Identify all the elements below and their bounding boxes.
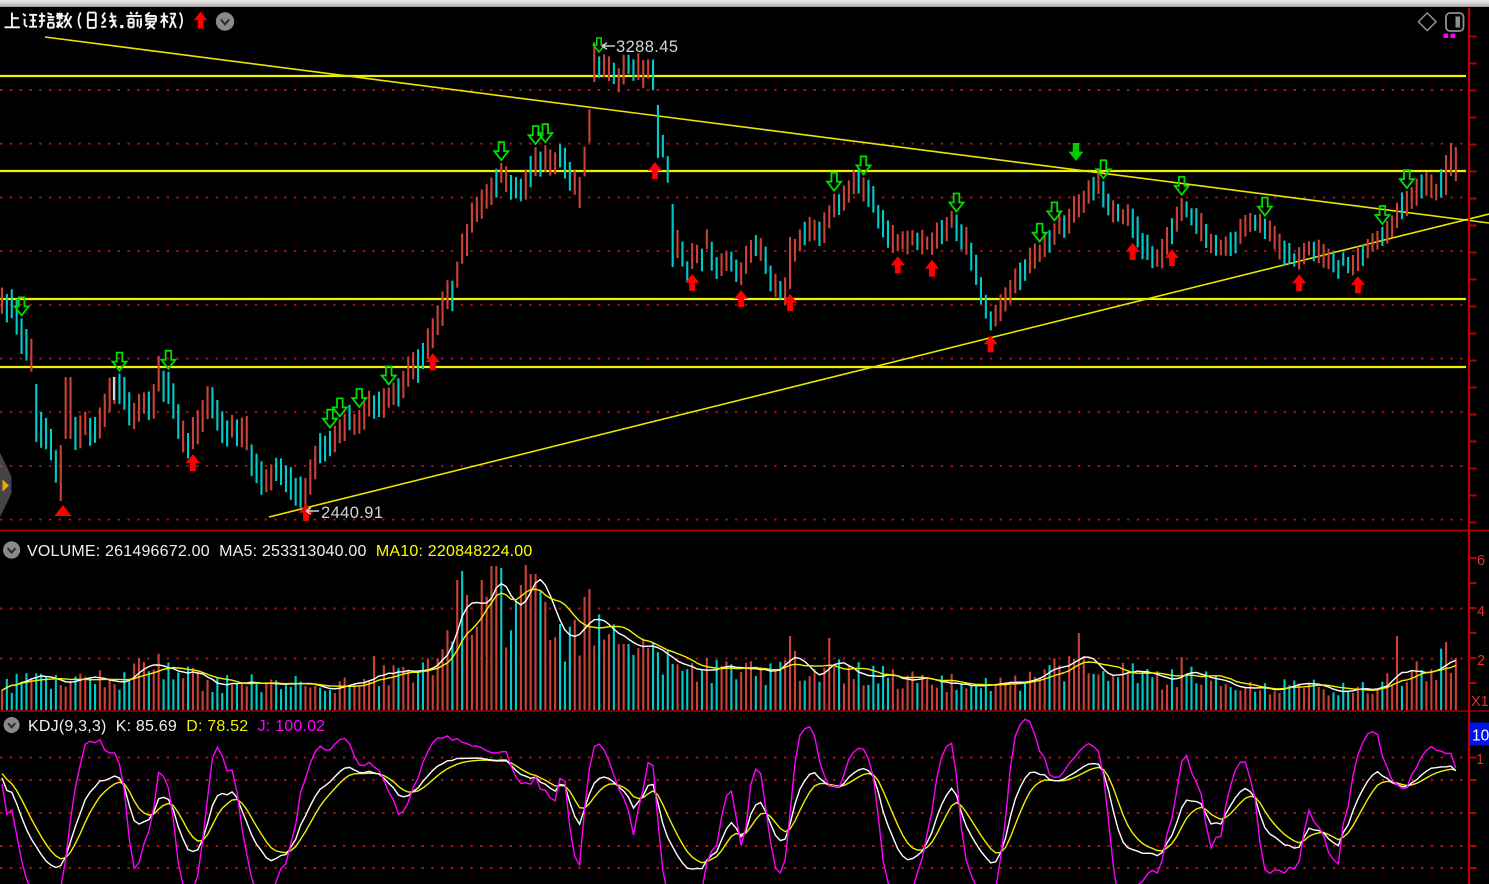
svg-text:4: 4 (1477, 604, 1485, 620)
svg-text:X10: X10 (1471, 694, 1489, 710)
svg-text:KDJ(9,3,3) K: 85.69 D: 78.52: KDJ(9,3,3) K: 85.69 D: 78.52 J: 100.02 (28, 718, 325, 735)
svg-text:3288.45: 3288.45 (616, 38, 678, 56)
svg-text:VOLUME: 261496672.00 MA5: 253: VOLUME: 261496672.00 MA5: 253313040.00 M… (27, 543, 533, 560)
svg-text:2: 2 (1477, 653, 1485, 669)
svg-text:1: 1 (1476, 752, 1484, 768)
svg-text:6: 6 (1477, 553, 1485, 569)
svg-text:2440.91: 2440.91 (321, 504, 383, 522)
svg-text:10: 10 (1472, 728, 1489, 745)
